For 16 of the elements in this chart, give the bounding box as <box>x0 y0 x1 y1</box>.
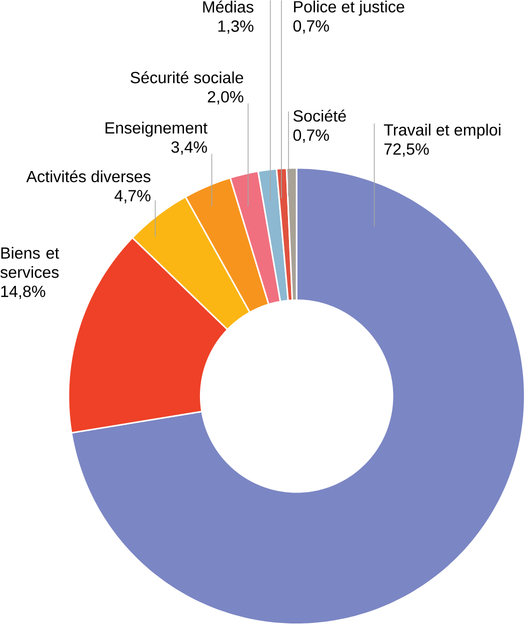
data-label: 0,7% <box>293 129 329 143</box>
slice-label: Biens et services <box>0 246 59 278</box>
slice-label: Police et justice <box>294 0 404 16</box>
data-label: 1,3% <box>218 20 254 34</box>
data-label: 14,8% <box>1 286 45 300</box>
data-label: 2,0% <box>208 91 244 104</box>
slice-label: Activités diverses <box>26 170 150 182</box>
slice-label: Sécurité sociale <box>130 71 243 84</box>
data-label: 72,5% <box>384 143 429 157</box>
slice-label: Travail et emploi <box>384 124 500 139</box>
slice-label: Enseignement <box>105 122 208 137</box>
data-label: 4,7% <box>114 190 150 204</box>
data-label: 0,7% <box>293 20 329 34</box>
slice-label: Médias <box>203 0 254 13</box>
slice-label: Société <box>293 110 346 122</box>
data-label: 3,4% <box>171 141 207 155</box>
